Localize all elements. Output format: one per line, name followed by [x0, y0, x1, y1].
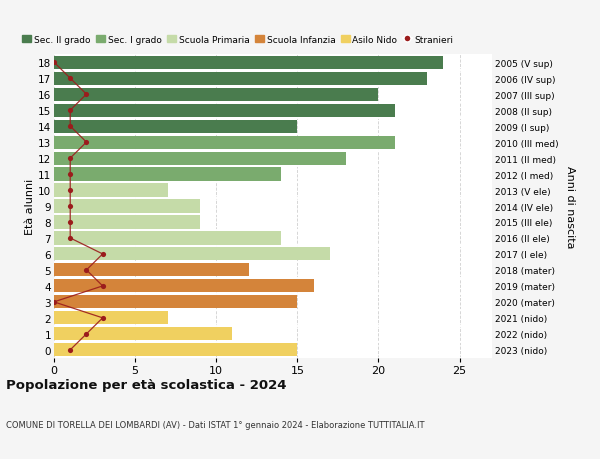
Point	[65, 347, 75, 354]
Bar	[54, 312, 167, 325]
Point	[98, 283, 107, 290]
Point	[65, 123, 75, 130]
Point	[82, 330, 91, 338]
Point	[65, 203, 75, 210]
Bar	[54, 328, 232, 341]
Bar	[54, 168, 281, 181]
Text: Popolazione per età scolastica - 2024: Popolazione per età scolastica - 2024	[6, 379, 287, 392]
Bar	[54, 216, 200, 229]
Text: COMUNE DI TORELLA DEI LOMBARDI (AV) - Dati ISTAT 1° gennaio 2024 - Elaborazione : COMUNE DI TORELLA DEI LOMBARDI (AV) - Da…	[6, 420, 425, 429]
Point	[65, 235, 75, 242]
Bar	[54, 89, 379, 101]
Point	[98, 314, 107, 322]
Bar	[54, 232, 281, 245]
Point	[49, 59, 59, 67]
Bar	[54, 248, 330, 261]
Point	[65, 187, 75, 194]
Bar	[54, 264, 248, 277]
Point	[82, 267, 91, 274]
Bar	[54, 296, 298, 309]
Bar	[54, 200, 200, 213]
Point	[82, 91, 91, 99]
Point	[49, 298, 59, 306]
Legend: Sec. II grado, Sec. I grado, Scuola Primaria, Scuola Infanzia, Asilo Nido, Stran: Sec. II grado, Sec. I grado, Scuola Prim…	[22, 35, 454, 45]
Point	[65, 171, 75, 179]
Bar	[54, 56, 443, 70]
Bar	[54, 104, 395, 118]
Point	[65, 75, 75, 83]
Bar	[54, 136, 395, 149]
Bar	[54, 73, 427, 85]
Bar	[54, 120, 298, 134]
Bar	[54, 280, 314, 293]
Point	[65, 155, 75, 162]
Point	[65, 107, 75, 115]
Bar	[54, 184, 167, 197]
Bar	[54, 343, 298, 357]
Point	[98, 251, 107, 258]
Bar	[54, 152, 346, 165]
Point	[82, 139, 91, 146]
Point	[65, 219, 75, 226]
Y-axis label: Anni di nascita: Anni di nascita	[565, 165, 575, 248]
Y-axis label: Età alunni: Età alunni	[25, 179, 35, 235]
